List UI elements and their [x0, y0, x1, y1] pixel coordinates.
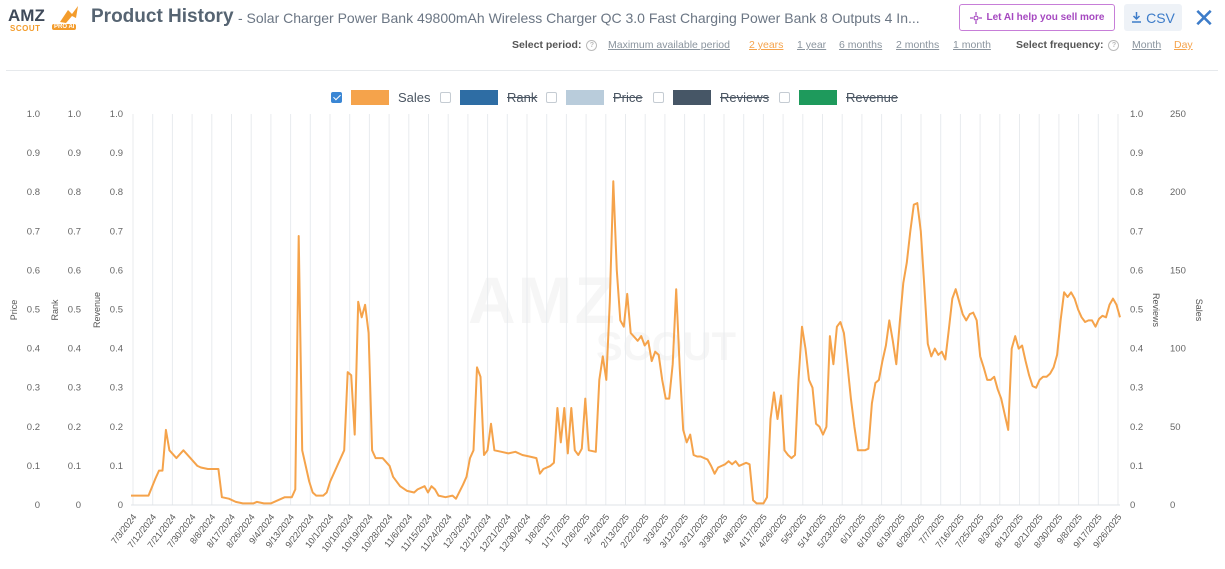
period-option-max[interactable]: Maximum available period — [608, 39, 730, 51]
csv-download-button[interactable]: CSV — [1124, 4, 1182, 31]
y-tick-label: 150 — [1170, 265, 1186, 276]
frequency-label: Select frequency: ? — [1016, 39, 1120, 51]
sparkle-icon — [969, 11, 982, 24]
y-tick-label: 0.4 — [1130, 344, 1143, 355]
close-icon: ✕ — [1193, 3, 1215, 33]
period-option-1-month[interactable]: 1 month — [953, 39, 991, 51]
logo-arrow-icon — [60, 6, 78, 23]
y-tick-label: 50 — [1170, 422, 1181, 433]
y-tick-label: 0.5 — [110, 305, 123, 316]
y-tick-label: 0.7 — [110, 226, 123, 237]
y-tick-label: 0.2 — [1130, 422, 1143, 433]
legend-swatch — [351, 89, 389, 105]
y-tick-label: 200 — [1170, 187, 1186, 198]
page-title: Product History — [91, 6, 234, 27]
y-tick-label: 0.7 — [1130, 226, 1143, 237]
y-tick-label: 0.1 — [68, 461, 81, 472]
y-tick-label: 1.0 — [27, 109, 40, 120]
legend-checkbox[interactable] — [546, 91, 557, 103]
close-button[interactable]: ✕ — [1190, 4, 1218, 32]
legend-item-rank[interactable]: Rank — [440, 88, 537, 106]
legend-item-reviews[interactable]: Reviews — [653, 88, 769, 106]
header-divider — [6, 70, 1218, 71]
legend-swatch — [566, 89, 604, 105]
y-tick-label: 100 — [1170, 344, 1186, 355]
y-tick-label: 0.6 — [27, 265, 40, 276]
legend-checkbox[interactable] — [779, 91, 790, 103]
y-axis-title: Reviews — [1151, 293, 1161, 328]
period-label: Select period: ? — [512, 39, 598, 51]
y-tick-label: 0.8 — [27, 187, 40, 198]
y-tick-label: 0.7 — [27, 226, 40, 237]
y-axis-title: Revenue — [92, 292, 102, 328]
legend-swatch — [460, 89, 498, 105]
y-tick-label: 0.2 — [68, 422, 81, 433]
y-tick-label: 0.4 — [27, 344, 40, 355]
y-axis-title: Rank — [50, 299, 60, 321]
period-option-6-months[interactable]: 6 months — [839, 39, 883, 51]
y-tick-label: 0.5 — [1130, 305, 1143, 316]
amzscout-logo[interactable]: AMZ SCOUT PRO AI — [8, 4, 78, 34]
legend-item-revenue[interactable]: Revenue — [779, 88, 898, 106]
y-tick-label: 0.4 — [110, 344, 123, 355]
series-line-sales — [131, 180, 1121, 505]
y-tick-label: 0.2 — [27, 422, 40, 433]
y-tick-label: 0 — [35, 500, 40, 511]
frequency-option-month[interactable]: Month — [1132, 39, 1162, 51]
y-tick-label: 0 — [76, 500, 81, 511]
y-tick-label: 0.9 — [68, 148, 81, 159]
y-tick-label: 0.7 — [68, 226, 81, 237]
legend-swatch — [799, 89, 837, 105]
legend-checkbox[interactable] — [331, 91, 342, 103]
y-tick-label: 250 — [1170, 109, 1186, 120]
info-icon[interactable]: ? — [586, 39, 598, 51]
y-tick-label: 0.2 — [110, 422, 123, 433]
y-tick-label: 0.6 — [1130, 265, 1143, 276]
legend-checkbox[interactable] — [653, 91, 664, 103]
y-tick-label: 0.9 — [110, 148, 123, 159]
y-tick-label: 1.0 — [68, 109, 81, 120]
y-tick-label: 0 — [118, 500, 123, 511]
y-tick-label: 1.0 — [110, 109, 123, 120]
y-tick-label: 0.3 — [110, 383, 123, 394]
y-tick-label: 0.6 — [110, 265, 123, 276]
y-tick-label: 0.3 — [27, 383, 40, 394]
legend-swatch — [673, 89, 711, 105]
y-tick-label: 0 — [1170, 500, 1175, 511]
y-tick-label: 0.1 — [1130, 461, 1143, 472]
y-axis-title: Price — [9, 300, 19, 321]
y-axis-title: Sales — [1194, 299, 1204, 322]
legend-checkbox[interactable] — [440, 91, 451, 103]
period-option-2-years[interactable]: 2 years — [749, 39, 784, 51]
period-option-2-months[interactable]: 2 months — [896, 39, 940, 51]
y-tick-label: 0.9 — [27, 148, 40, 159]
y-tick-label: 0.8 — [110, 187, 123, 198]
y-tick-label: 0.6 — [68, 265, 81, 276]
header: AMZ SCOUT PRO AI Product History - Solar… — [0, 0, 1225, 72]
period-option-1-year[interactable]: 1 year — [797, 39, 827, 51]
y-tick-label: 0.4 — [68, 344, 81, 355]
y-tick-label: 0.9 — [1130, 148, 1143, 159]
y-tick-label: 0.8 — [1130, 187, 1143, 198]
y-tick-label: 0.5 — [27, 305, 40, 316]
y-tick-label: 0.1 — [27, 461, 40, 472]
y-tick-label: 0 — [1130, 500, 1135, 511]
y-tick-label: 1.0 — [1130, 109, 1143, 120]
download-icon — [1132, 12, 1142, 23]
y-tick-label: 0.3 — [1130, 383, 1143, 394]
y-tick-label: 0.8 — [68, 187, 81, 198]
y-tick-label: 0.5 — [68, 305, 81, 316]
y-tick-label: 0.3 — [68, 383, 81, 394]
legend-item-price[interactable]: Price — [546, 88, 643, 106]
info-icon[interactable]: ? — [1108, 39, 1120, 51]
y-tick-label: 0.1 — [110, 461, 123, 472]
legend-item-sales[interactable]: Sales — [331, 88, 431, 106]
ai-help-button[interactable]: Let AI help you sell more — [959, 4, 1115, 31]
frequency-option-day[interactable]: Day — [1174, 39, 1193, 51]
